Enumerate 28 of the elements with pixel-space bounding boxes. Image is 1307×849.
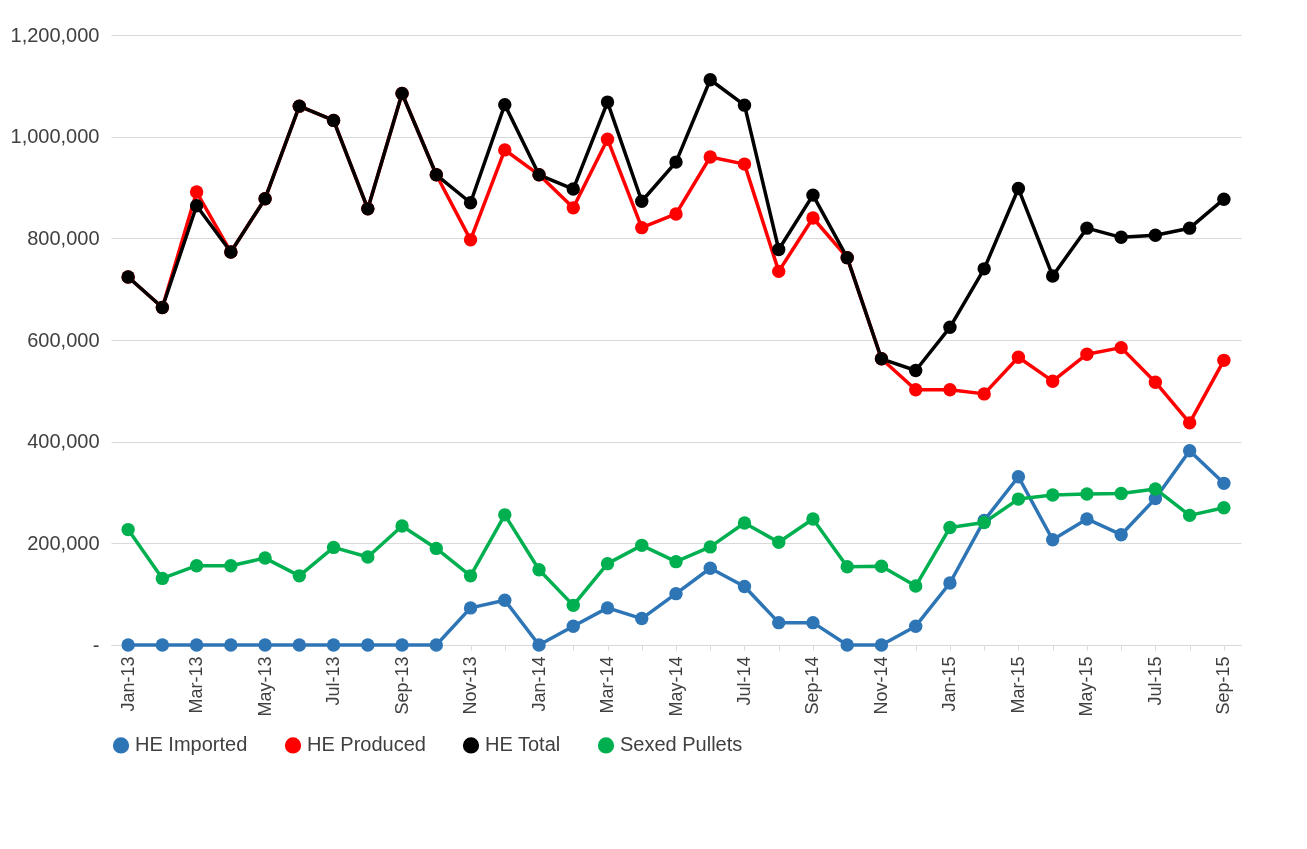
y-tick-label: 1,200,000 bbox=[10, 23, 100, 46]
x-tick-label: Mar-14 bbox=[597, 656, 618, 714]
x-tick-label: May-14 bbox=[665, 656, 686, 717]
legend-label: HE Produced bbox=[307, 733, 426, 756]
x-tick-label: May-13 bbox=[254, 656, 275, 717]
x-tick-label: Jan-14 bbox=[528, 656, 549, 712]
legend-label: HE Imported bbox=[135, 733, 248, 756]
y-tick-label: 1,000,000 bbox=[10, 125, 100, 148]
x-tick-label: Nov-13 bbox=[460, 656, 481, 715]
x-tick-label: Jan-13 bbox=[117, 656, 138, 712]
x-tick-label: Sep-14 bbox=[802, 656, 823, 715]
x-tick-label: Jul-15 bbox=[1144, 656, 1165, 706]
x-tick-label: Mar-13 bbox=[186, 656, 207, 714]
y-tick-label: 200,000 bbox=[27, 531, 100, 554]
x-tick-label: Jul-14 bbox=[733, 656, 754, 706]
x-tick-label: May-15 bbox=[1076, 656, 1097, 717]
x-tick-label: Mar-15 bbox=[1007, 656, 1028, 714]
x-tick-label: Jul-13 bbox=[323, 656, 344, 706]
x-tick-label: Nov-14 bbox=[870, 656, 891, 715]
x-tick-label: Sep-15 bbox=[1213, 656, 1234, 715]
y-tick-label: 800,000 bbox=[27, 226, 100, 249]
y-tick-label: - bbox=[92, 633, 100, 656]
y-tick-label: 600,000 bbox=[27, 328, 100, 351]
y-tick-label: 400,000 bbox=[27, 430, 100, 453]
legend-label: HE Total bbox=[485, 733, 561, 756]
legend-label: Sexed Pullets bbox=[620, 733, 743, 756]
x-tick-label: Jan-15 bbox=[939, 656, 960, 712]
x-tick-label: Sep-13 bbox=[391, 656, 412, 715]
